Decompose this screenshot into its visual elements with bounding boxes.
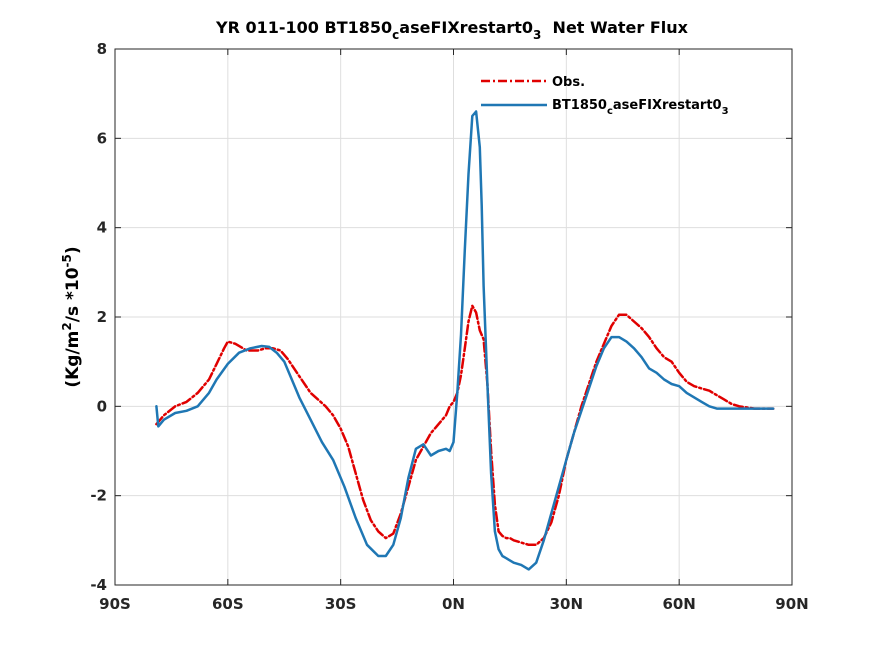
x-tick-label: 60N: [662, 595, 695, 613]
chart-title: YR 011-100 BT1850caseFIXrestart03 Net Wa…: [215, 18, 689, 42]
y-tick-label: 0: [97, 397, 107, 415]
y-tick-label: -2: [90, 487, 107, 505]
y-tick-label: 4: [97, 219, 107, 237]
x-tick-label: 60S: [212, 595, 244, 613]
x-tick-label: 90N: [775, 595, 808, 613]
x-tick-label: 30S: [325, 595, 357, 613]
series-layer: [155, 110, 775, 571]
y-tick-label: 2: [97, 308, 107, 326]
y-tick-label: 6: [97, 129, 107, 147]
legend-obs-label: Obs.: [552, 75, 585, 90]
series-line-obs: [155, 304, 775, 547]
legend: Obs. BT1850caseFIXrestart03: [481, 75, 729, 117]
x-tick-label: 30N: [550, 595, 583, 613]
axis-ticks: 90S 60S 30S 0N 30N 60N 90N -4 -2 0 2 4 6 8: [90, 40, 808, 613]
y-axis-label: (Kg/m2/s *10-5): [60, 246, 83, 387]
x-tick-label: 90S: [99, 595, 131, 613]
legend-model-label: BT1850caseFIXrestart03: [552, 98, 729, 117]
series-line-model: [155, 110, 775, 571]
x-tick-label: 0N: [442, 595, 465, 613]
y-tick-label: -4: [90, 576, 107, 594]
y-tick-label: 8: [97, 40, 107, 58]
